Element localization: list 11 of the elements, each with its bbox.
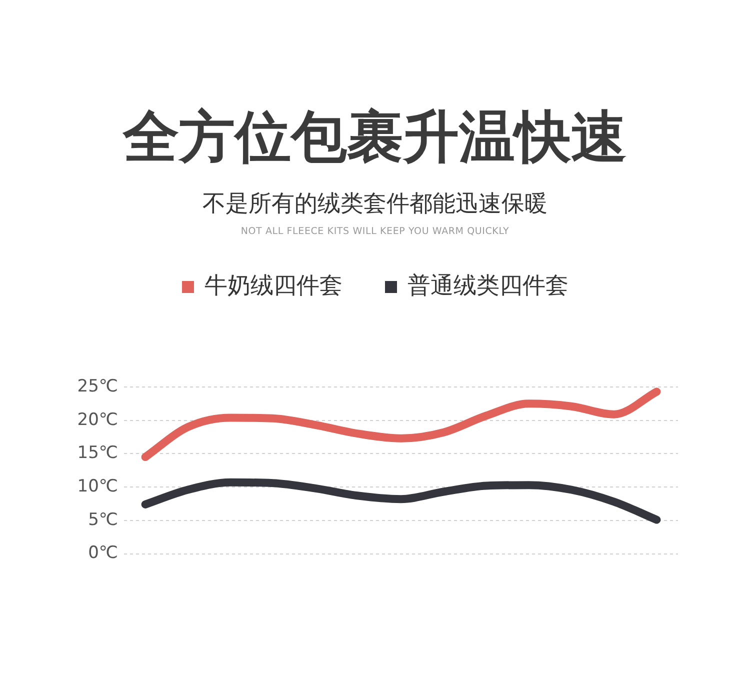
y-tick-label: 5℃ <box>88 510 118 530</box>
y-tick-label: 10℃ <box>77 476 118 496</box>
y-tick-label: 20℃ <box>77 410 118 430</box>
y-tick-label: 15℃ <box>77 443 118 464</box>
y-tick-label: 25℃ <box>77 376 118 396</box>
y-tick-label: 0℃ <box>88 543 118 564</box>
legend-label: 牛奶绒四件套 <box>204 273 342 299</box>
text: NOT ALL FLEECE KITS WILL KEEP YOU WARM QUICKLY <box>240 226 510 237</box>
chart-title: 全方位包裹升温快速 <box>122 107 628 169</box>
legend-label: 普通绒类四件套 <box>408 273 568 299</box>
chart-subtitle: 不是所有的绒类套件都能迅速保暖 <box>202 191 548 217</box>
